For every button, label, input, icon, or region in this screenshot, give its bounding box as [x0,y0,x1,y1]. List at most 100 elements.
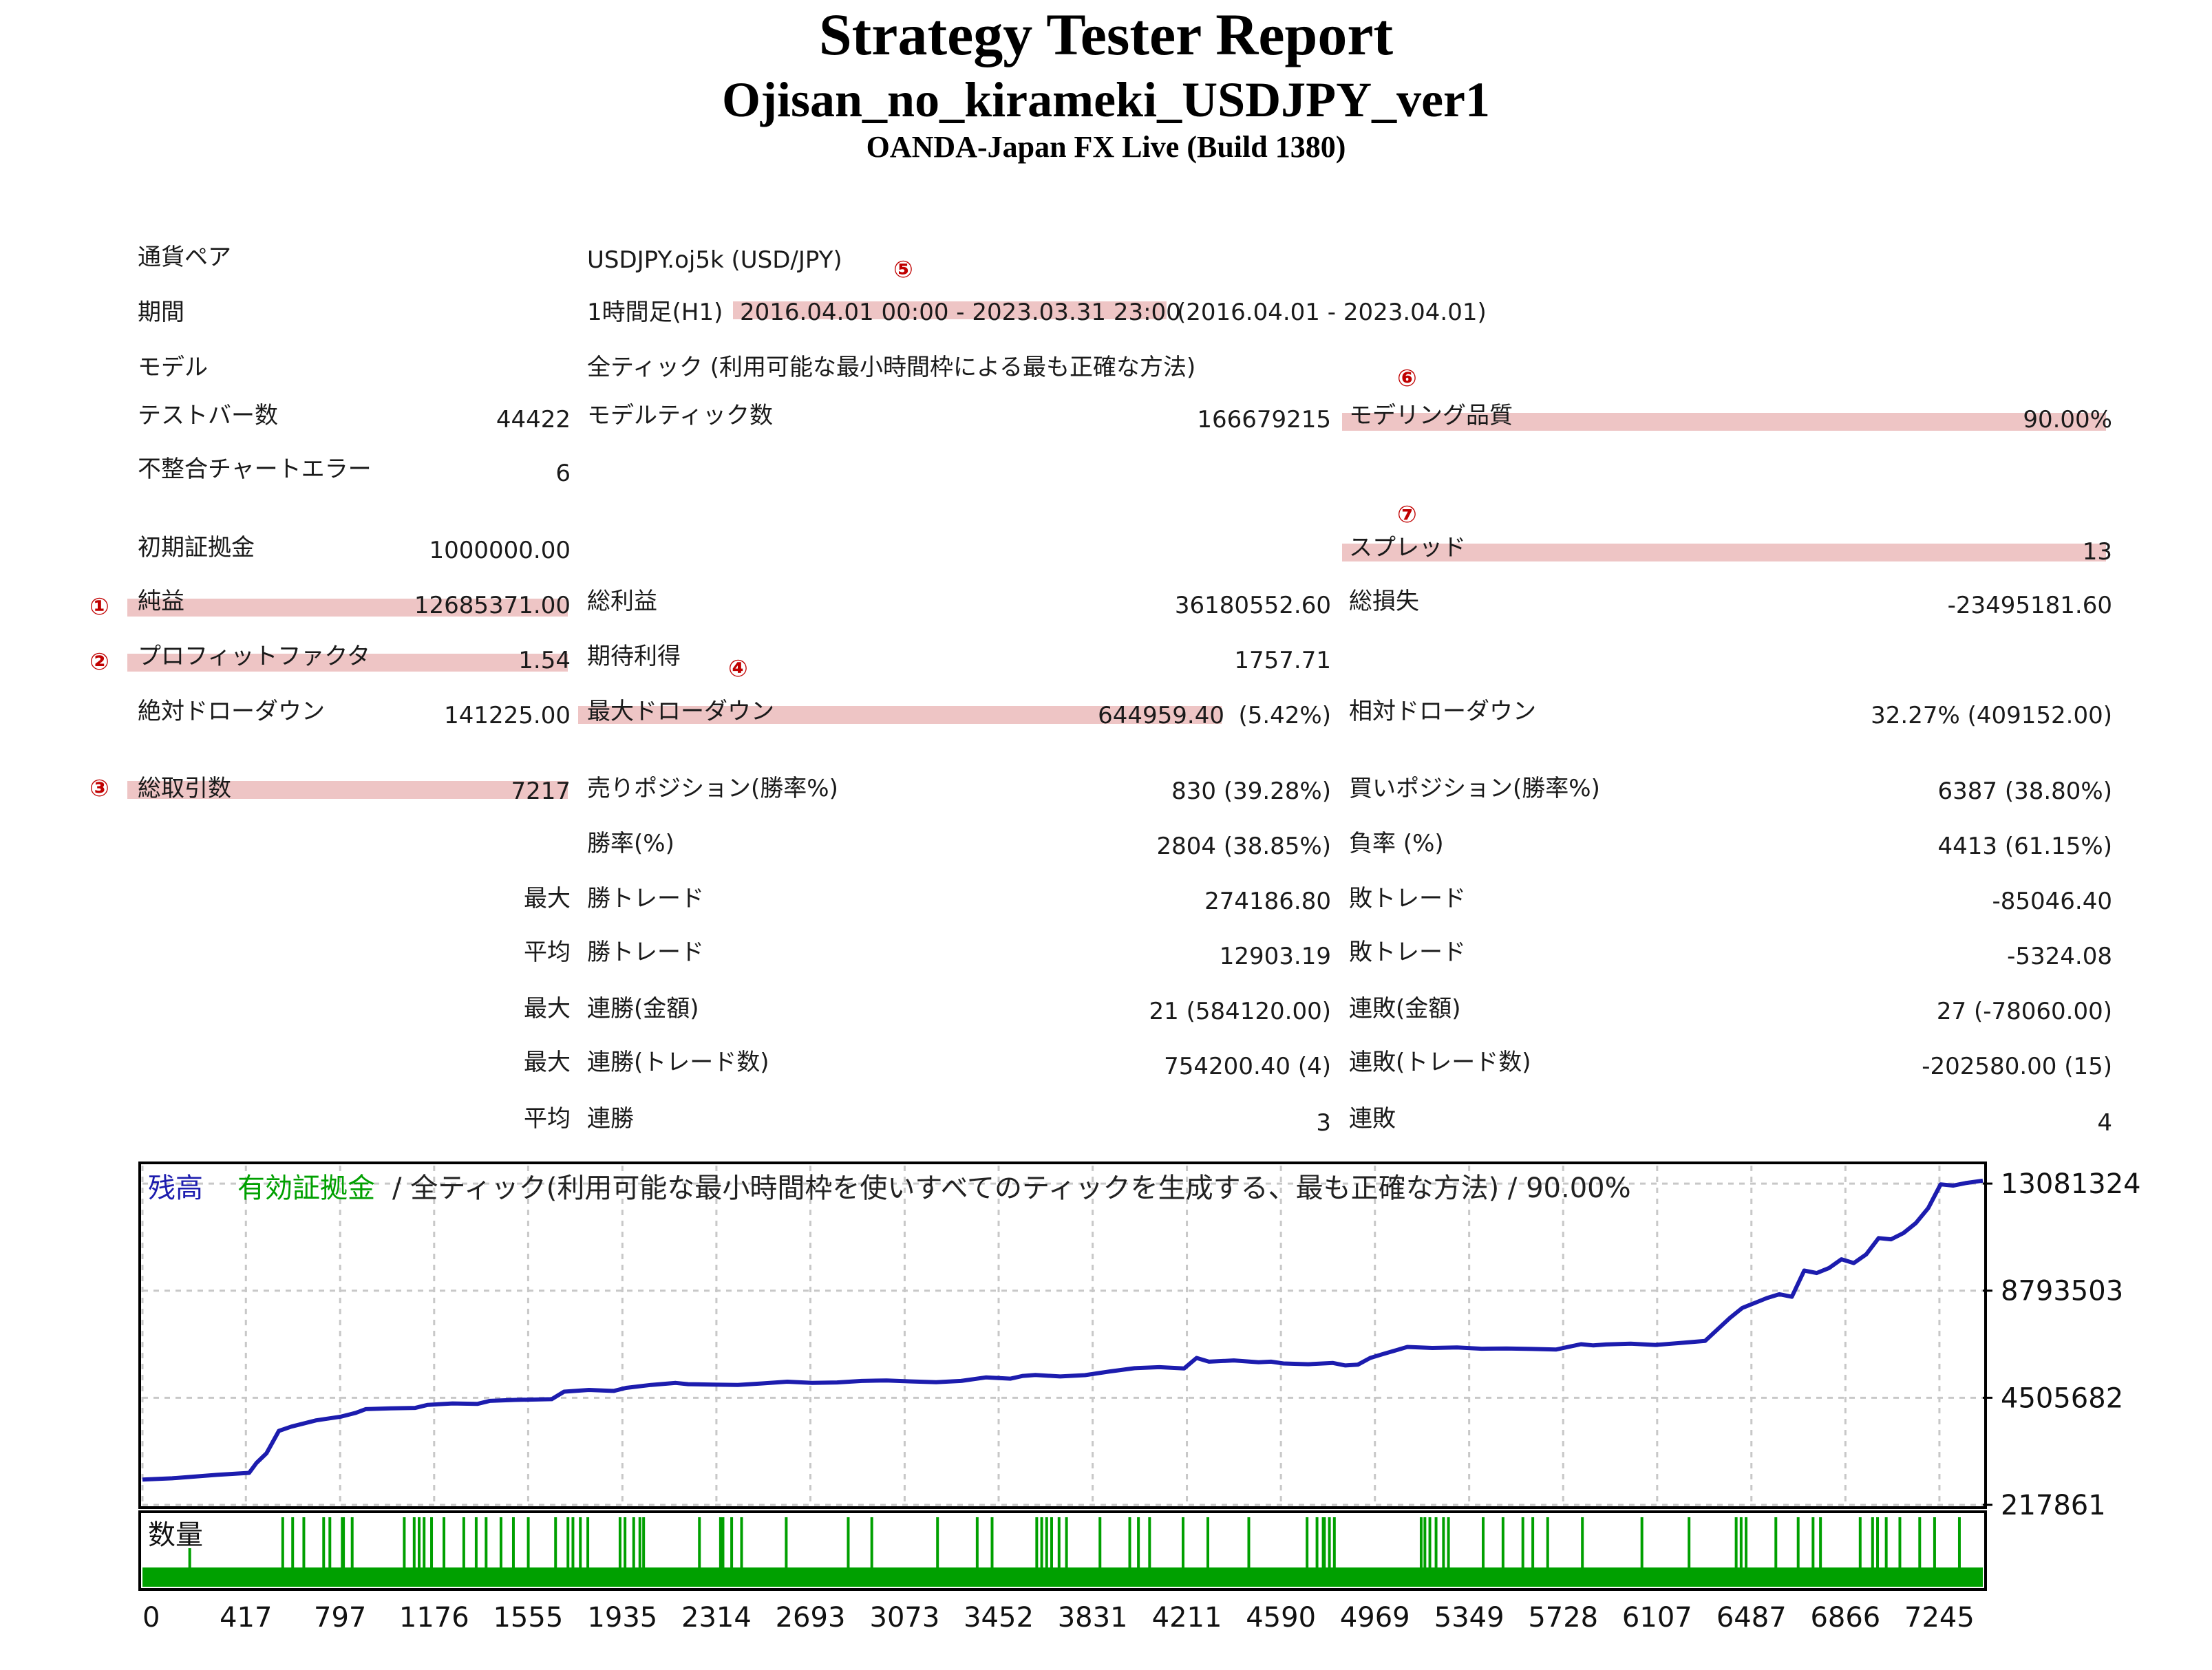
volume-spike-66 [1442,1517,1445,1569]
x-tick-label-9: 3452 [964,1602,1034,1634]
abs-dd-value: 141225.00 [444,702,571,729]
marker-1: ① [89,593,109,621]
win-label: 勝率(%) [587,830,674,857]
volume-spike-48 [1065,1517,1068,1569]
avg-loss-trade-label: 敗トレード [1349,939,1466,966]
y-axis-ticks: 13081324 8793503 4505682 217861 [1983,1168,2141,1521]
volume-spike-68 [1482,1517,1485,1569]
x-tick-label-17: 6487 [1716,1602,1787,1634]
volume-spike-16 [474,1517,478,1569]
y-tick-label-0: 13081324 [2001,1168,2141,1200]
pf-value: 1.54 [518,647,571,674]
volume-spike-70 [1521,1517,1524,1569]
highlight-pf [127,654,568,672]
volume-spike-80 [1796,1517,1800,1569]
volume-spike-63 [1423,1517,1427,1569]
volume-spike-35 [730,1517,734,1569]
volume-spike-75 [1688,1517,1691,1569]
volume-spike-60 [1328,1517,1331,1569]
volume-spike-14 [443,1517,446,1569]
rel-dd-label: 相対ドローダウン [1349,698,1536,725]
volume-spike-4 [322,1517,326,1569]
volume-spike-59 [1323,1517,1326,1569]
spread-value: 13 [2082,538,2112,566]
volume-spike-65 [1434,1517,1438,1569]
volume-spike-38 [847,1517,850,1569]
volume-spike-79 [1774,1517,1778,1569]
max-win-trade-label: 勝トレード [587,885,704,912]
x-tick-label-13: 4969 [1340,1602,1410,1634]
volume-spike-77 [1739,1517,1743,1569]
highlight-spread [1342,544,2106,561]
volume-spike-2 [291,1517,295,1569]
volume-spike-1 [281,1517,284,1569]
legend-rest: / 全ティック(利用可能な最小時間枠を使いすべてのティックを生成する、最も正確な… [392,1173,1631,1204]
volume-spike-9 [403,1517,406,1569]
long-value: 6387 (38.80%) [1937,778,2112,805]
volume-spike-55 [1247,1517,1251,1569]
volume-spike-41 [975,1517,979,1569]
volume-spike-62 [1419,1517,1423,1569]
trades-label: 総取引数 [138,775,231,802]
volume-spike-71 [1531,1517,1535,1569]
balance-line [142,1178,1984,1482]
volume-spike-11 [418,1517,421,1569]
volume-spike-17 [485,1517,488,1569]
volume-spike-67 [1447,1517,1450,1569]
net-label: 純益 [138,588,184,615]
avg-win-trade-value: 12903.19 [1219,943,1331,970]
volume-spike-46 [1050,1517,1053,1569]
gross-profit-label: 総利益 [587,588,657,615]
volume-label: 数量 [148,1519,203,1551]
loss-label: 負率 (%) [1349,830,1444,857]
broker-name: OANDA-Japan FX Live (Build 1380) [866,130,1346,164]
marker-2: ② [89,648,109,676]
consec-loss-money-value: 27 (-78060.00) [1936,998,2112,1025]
period-range: 2016.04.01 00:00 - 2023.03.31 23:00 [740,299,1181,326]
volume-spike-29 [638,1517,641,1569]
volume-spike-56 [1306,1517,1309,1569]
pair-value: USDJPY.oj5k (USD/JPY) [587,246,842,274]
marker-4: ④ [728,655,748,683]
quality-label: モデリング品質 [1349,402,1513,429]
volume-spike-42 [990,1517,994,1569]
expected-label: 期待利得 [587,643,681,670]
volume-spike-53 [1181,1517,1184,1569]
max-dd-value: 644959.40 [1098,702,1224,729]
volume-spike-69 [1501,1517,1504,1569]
win-value: 2804 (38.85%) [1156,833,1331,860]
volume-spike-3 [302,1517,306,1569]
volume-spike-40 [936,1517,939,1569]
y-tick-label-3: 217861 [2001,1490,2106,1521]
consec-loss-count-value: -202580.00 (15) [1922,1053,2112,1080]
max-loss-trade-value: -85046.40 [1992,888,2113,915]
volume-spike-78 [1745,1517,1748,1569]
marker-7: ⑦ [1397,501,1417,528]
volume-spike-89 [1933,1517,1936,1569]
legend-equity: 有効証拠金 [237,1173,375,1204]
x-tick-label-2: 797 [314,1602,366,1634]
gross-profit-value: 36180552.60 [1174,592,1331,619]
x-axis-ticks: 0 417 797 1176 1555 1935 2314 2693 3073 3452 3831 4… [142,1602,1975,1634]
volume-spike-26 [618,1517,621,1569]
consec-win-count-label: 連勝(トレード数) [587,1049,769,1076]
gross-loss-label: 総損失 [1349,588,1419,615]
volume-spike-13 [430,1517,434,1569]
volume-spike-8 [350,1517,354,1569]
volume-spike-24 [579,1517,582,1569]
avg-word-1: 平均 [524,939,571,966]
volume-spike-64 [1428,1517,1432,1569]
max-dd-label: 最大ドローダウン [587,698,774,725]
x-tick-label-14: 5349 [1434,1602,1504,1634]
x-tick-label-12: 4590 [1246,1602,1316,1634]
x-tick-label-19: 7245 [1904,1602,1975,1634]
volume-spike-74 [1640,1517,1644,1569]
loss-value: 4413 (61.15%) [1937,833,2112,860]
consec-loss-money-label: 連敗(金額) [1349,995,1461,1023]
pair-label: 通貨ペア [138,244,231,271]
consec-loss-count-label: 連敗(トレード数) [1349,1049,1531,1076]
volume-spike-28 [632,1517,635,1569]
volume-spike-85 [1876,1517,1880,1569]
max-dd-pct: (5.42%) [1238,702,1331,729]
volume-spike-72 [1546,1517,1549,1569]
